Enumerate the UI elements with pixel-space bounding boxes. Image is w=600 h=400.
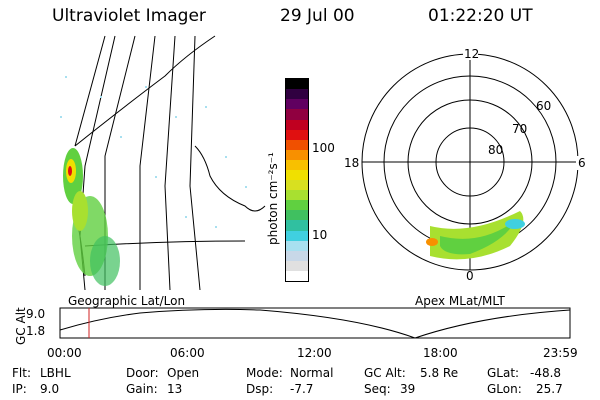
dsp-value: -7.7 (290, 382, 314, 396)
lon-line-4 (164, 35, 176, 291)
gain-value: 13 (167, 382, 183, 396)
colorbar-swatch (286, 109, 308, 120)
colorbar-swatch (286, 220, 308, 231)
time-text: 01:22:20 UT (428, 6, 533, 26)
app-title: Ultraviolet Imager (52, 6, 206, 26)
flt-value: LBHL (40, 366, 71, 380)
seq-label: Seq: (364, 382, 391, 396)
polar-plot-label: Apex MLat/MLT (415, 294, 505, 308)
mode-label: Mode: (246, 366, 283, 380)
flt-label: Flt: (12, 366, 31, 380)
colorbar-swatch (286, 159, 308, 170)
glon-label: GLon: (487, 382, 522, 396)
mode-value: Normal (290, 366, 334, 380)
lon-line-5 (189, 35, 201, 291)
timeline-plot (59, 307, 571, 339)
colorbar-swatch (286, 210, 308, 221)
mlt-label-0: 0 (466, 269, 474, 283)
colorbar-swatch (286, 79, 308, 90)
left-panel-label: Geographic Lat/Lon (68, 294, 186, 308)
colorbar-swatch (286, 149, 308, 160)
colorbar-swatch (286, 169, 308, 181)
colorbar-swatch (286, 119, 308, 130)
colorbar-swatch (286, 99, 308, 110)
door-label: Door: (126, 366, 159, 380)
timeline-y-tick-high: 9.0 (26, 307, 46, 321)
glon-value: 25.7 (536, 382, 563, 396)
geographic-map (60, 35, 266, 291)
mlt-label-18: 18 (344, 156, 359, 170)
glat-label: GLat: (487, 366, 520, 380)
ip-value: 9.0 (40, 382, 60, 396)
mlt-label-6: 6 (578, 156, 586, 170)
lon-line-3 (139, 35, 156, 290)
altitude-curve (59, 308, 571, 339)
date-text: 29 Jul 00 (280, 6, 355, 26)
colorbar-swatch (286, 250, 308, 261)
colorbar-swatch (286, 139, 308, 150)
timeline-x-tick-3: 18:00 (423, 346, 458, 360)
lon-line-6 (74, 35, 106, 147)
polar-aurora (426, 211, 525, 260)
colorbar-swatch (286, 240, 308, 251)
colorbar-swatch (286, 129, 308, 140)
colorbar-swatch (286, 190, 308, 201)
timeline-x-tick-4: 23:59 (543, 346, 578, 360)
colorbar-unit-label: photon cm⁻²s⁻¹ (266, 152, 280, 245)
lat-line-1 (74, 35, 216, 147)
colorbar-swatch (286, 270, 308, 281)
colorbar-swatch (286, 230, 308, 241)
aurora-emission (60, 76, 247, 286)
timeline-x-tick-0: 00:00 (47, 346, 82, 360)
timeline-x-tick-1: 06:00 (170, 346, 205, 360)
ip-label: IP: (12, 382, 27, 396)
mlt-label-12: 12 (464, 47, 479, 61)
lat-label-80: 80 (488, 143, 503, 157)
seq-value: 39 (400, 382, 416, 396)
timeline-y-tick-low: 1.8 (26, 324, 46, 338)
gcalt-value: 5.8 Re (420, 366, 459, 380)
map-grid (72, 35, 266, 291)
colorbar-swatch (286, 260, 308, 271)
colorbar-tick-10: 10 (312, 228, 328, 242)
polar-plot: 12 18 6 0 60 70 80 (342, 46, 588, 283)
colorbar-swatch (286, 180, 308, 191)
gain-label: Gain: (126, 382, 158, 396)
lat-label-70: 70 (512, 122, 527, 136)
coastline (194, 145, 266, 212)
glat-value: -48.8 (530, 366, 562, 380)
lat-label-60: 60 (536, 99, 551, 113)
colorbar (285, 78, 309, 282)
colorbar-tick-100: 100 (312, 141, 335, 155)
door-value: Open (167, 366, 200, 380)
colorbar-swatch (286, 200, 308, 211)
timeline-x-tick-2: 12:00 (297, 346, 332, 360)
dsp-label: Dsp: (246, 382, 274, 396)
colorbar-swatch (286, 89, 308, 100)
gcalt-label: GC Alt: (364, 366, 406, 380)
